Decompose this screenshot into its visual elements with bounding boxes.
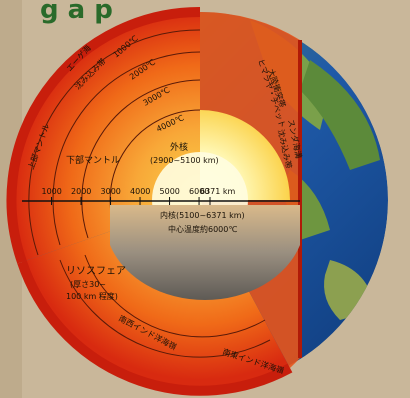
depth-tick-label-2000: 2000 xyxy=(71,187,91,196)
lithosphere-thickness-1: (厚さ30~ xyxy=(70,280,106,289)
land-siberia xyxy=(300,60,380,170)
depth-tick-label-3000: 3000 xyxy=(101,187,121,196)
banner-text: g a p xyxy=(40,0,113,25)
crust-rim-bottom xyxy=(17,260,293,396)
depth-tick-label-6000: 6000 xyxy=(189,187,209,196)
depth-tick-label-4000: 4000 xyxy=(130,187,150,196)
inner-core-label: 内核(5100~6371 km) xyxy=(160,210,245,220)
lower-arc-2 xyxy=(84,254,266,338)
lower-mantle-label: 下部マントル xyxy=(66,154,120,166)
isotherm-2000 xyxy=(52,51,201,246)
depth-tick-label-6371: 6371 km xyxy=(200,187,236,196)
lithosphere-thickness-2: 100 km 程度) xyxy=(66,291,118,301)
center-temp-label: 中心温度約6000℃ xyxy=(168,224,237,234)
lower-arc-1 xyxy=(59,259,271,358)
outer-core-depth-label: (2900~5100 km) xyxy=(150,156,219,165)
depth-tick-label-1000: 1000 xyxy=(42,187,62,196)
cutaway-wedge xyxy=(6,6,302,396)
crust-rim-left xyxy=(6,6,201,264)
isotherm-3000 xyxy=(81,79,201,239)
isotherm-1000 xyxy=(28,29,201,256)
core-lower-half xyxy=(110,205,300,301)
depth-tick-label-5000: 5000 xyxy=(160,187,180,196)
outer-core-label: 外核 xyxy=(170,141,188,153)
lithosphere-label: リソスフェア xyxy=(66,266,126,277)
